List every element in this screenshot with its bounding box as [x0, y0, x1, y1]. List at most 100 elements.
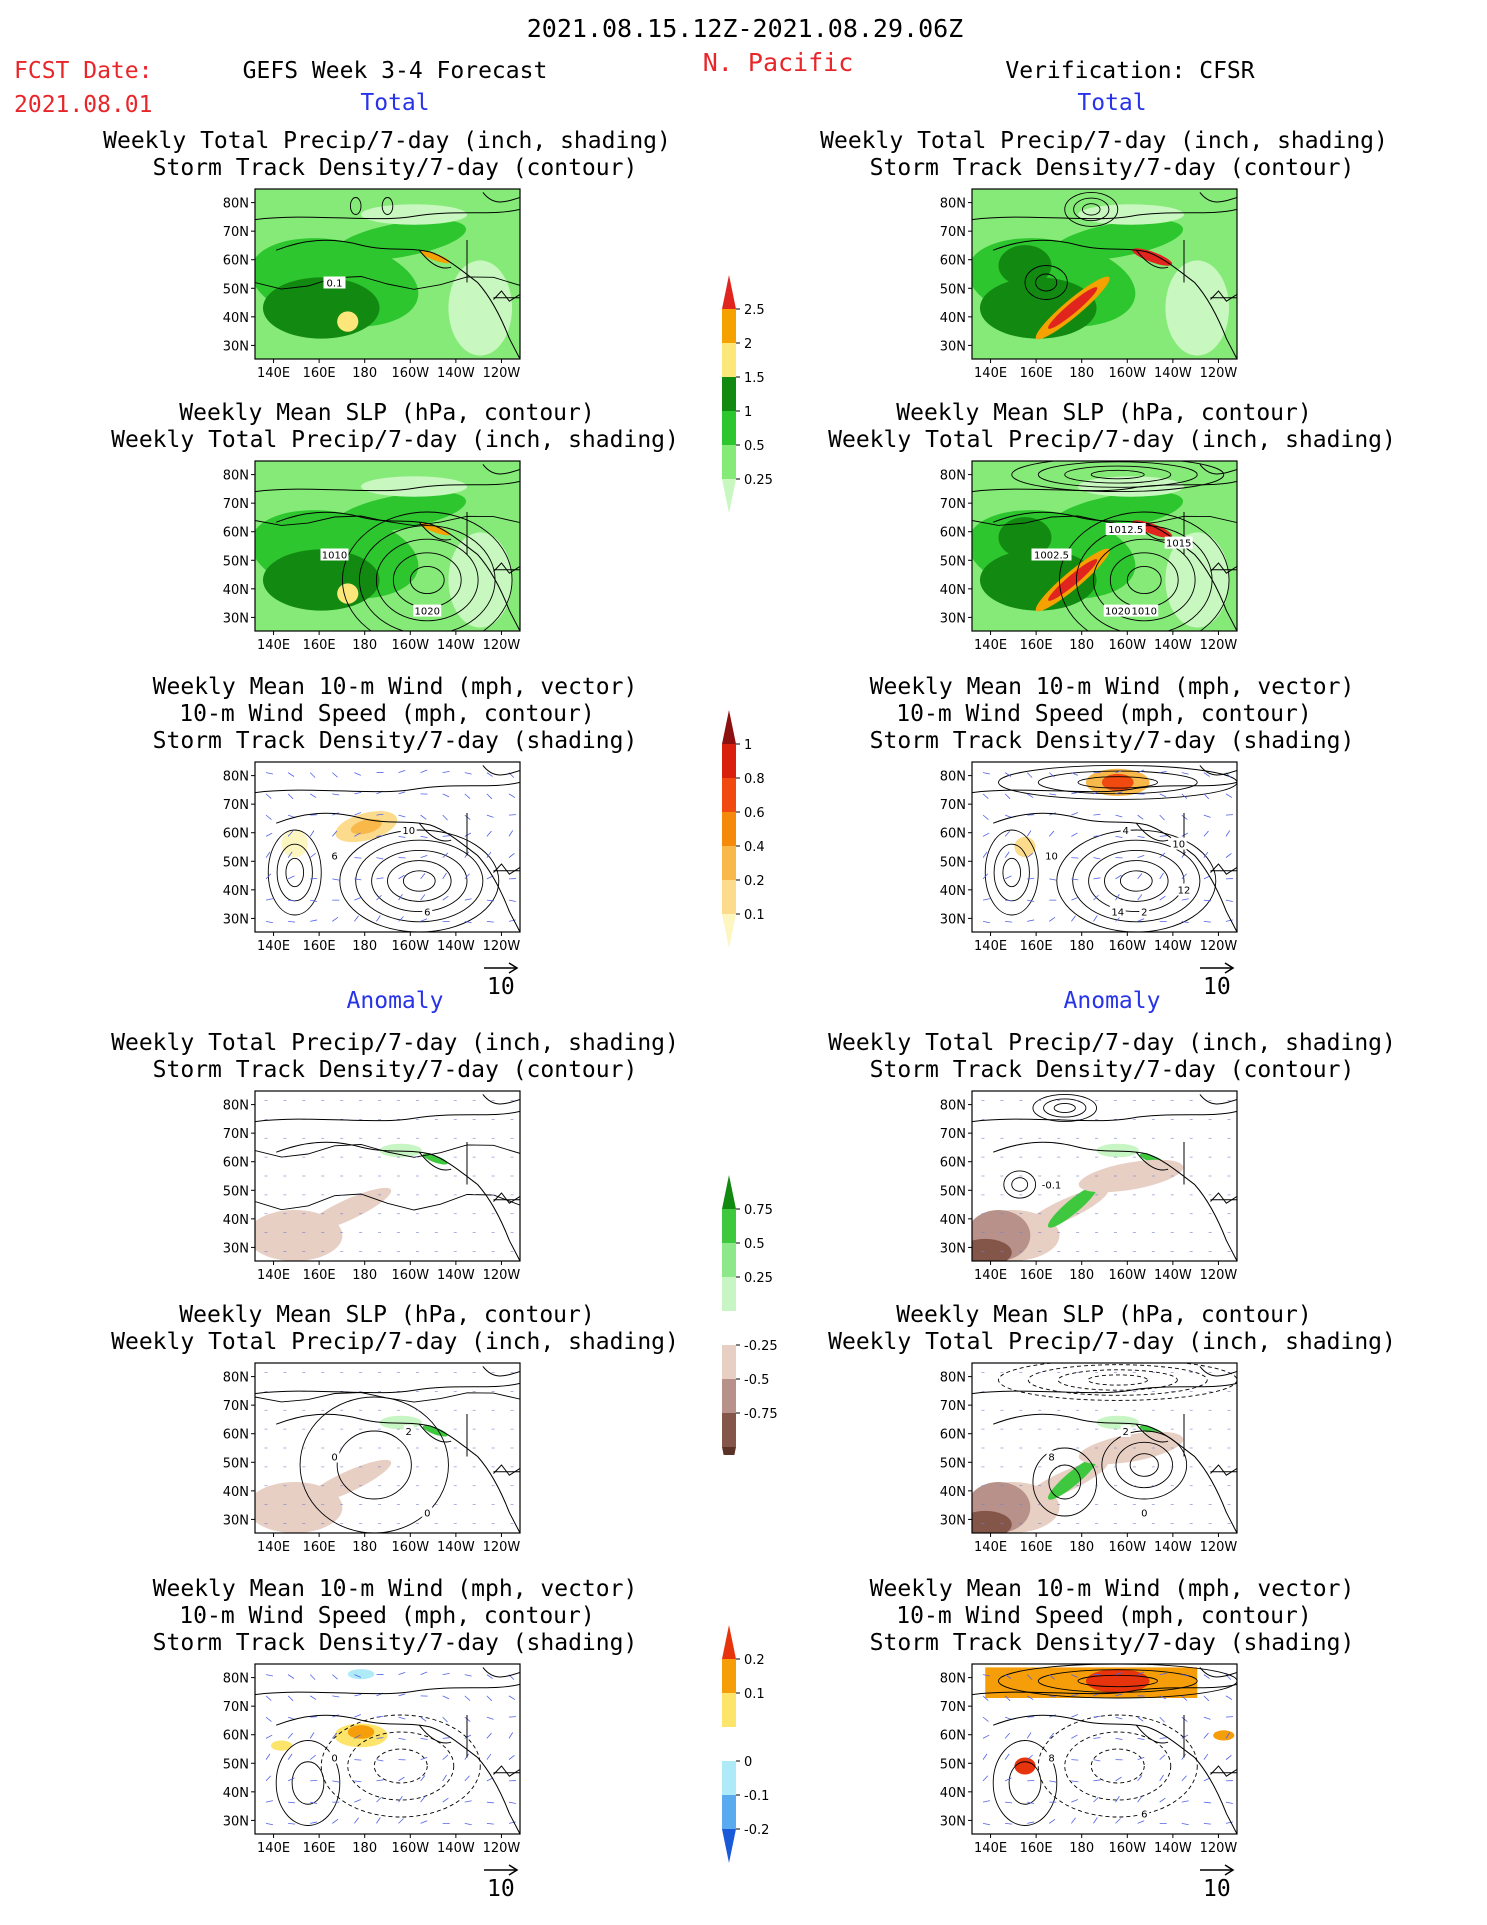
wind-vector: [354, 897, 362, 901]
map-frame: [254, 460, 521, 632]
contour-label-box: [1105, 523, 1146, 535]
map-frame: [971, 1663, 1238, 1835]
wind-vector: [332, 1674, 338, 1680]
wind-vector: [486, 1716, 494, 1720]
contour-label: 4: [1120, 824, 1131, 837]
colorbar-segment: [722, 1659, 736, 1693]
wind-vector: [508, 919, 516, 922]
contour-label-box: [1031, 548, 1072, 561]
wind-vector: [486, 920, 494, 923]
wind-vector: [1071, 1714, 1079, 1718]
wind-vector: [376, 894, 382, 901]
lon-tick-label: 160W: [1108, 939, 1146, 954]
wind-vector: [1137, 1737, 1145, 1740]
wind-vector: [309, 1674, 316, 1680]
wind-vector: [354, 1799, 362, 1803]
wind-vector: [486, 851, 492, 858]
lat-tick-label: 40N: [223, 583, 249, 598]
wind-vector: [331, 1732, 338, 1739]
coast-line: [972, 781, 1237, 794]
lat-tick-label: 50N: [223, 1456, 249, 1471]
lon-tick-label: 140W: [1154, 1841, 1192, 1856]
contour-label-text: 0.1: [327, 279, 343, 290]
shade-region: [281, 830, 308, 858]
vector-ref-label: 10: [1203, 1876, 1231, 1902]
shade-region: [337, 583, 359, 604]
coast-line: [1199, 1366, 1237, 1377]
wind-vector: [1159, 1737, 1167, 1739]
coastline: [972, 192, 1237, 359]
coast-line: [972, 1110, 1237, 1123]
lon-tick-label: 180: [1069, 939, 1094, 954]
wind-vector: [354, 1780, 362, 1783]
wind-vector: [1225, 793, 1233, 798]
wind-vector: [1026, 830, 1032, 837]
lat-tick-label: 50N: [940, 1757, 966, 1772]
contour-label-text: 0: [331, 1453, 337, 1464]
title-la2-line2: Weekly Total Precip/7-day (inch, shading…: [111, 1329, 679, 1355]
contour-line: [1126, 565, 1162, 595]
wind-vector: [1225, 1801, 1233, 1804]
contour-label-box: [1103, 604, 1132, 617]
coast-line: [418, 521, 452, 541]
wind-vector: [1159, 1797, 1166, 1803]
contour-label-text: 1020: [1105, 607, 1130, 618]
wind-vector: [1203, 1801, 1211, 1804]
shade-region: [1101, 773, 1134, 791]
map-field: 10 2 4 10 14 12: [972, 762, 1237, 932]
wind-vector: [1225, 814, 1233, 816]
contour-label-text: -0.1: [1042, 1181, 1062, 1192]
coast-line: [993, 812, 1237, 932]
coast-line: [1199, 464, 1237, 475]
colorbar-segment: [722, 1693, 736, 1727]
lon-tick-label: 160E: [1020, 1841, 1053, 1856]
title-ra3-line3: Storm Track Density/7-day (shading): [869, 1630, 1355, 1656]
title-l2-line1: Weekly Mean SLP (hPa, contour): [179, 400, 595, 426]
wind-vector: [1137, 1796, 1143, 1803]
lon-tick-label: 140E: [257, 1268, 290, 1283]
contour-line: [1027, 1364, 1208, 1396]
colorbar-tick-label: 1: [744, 405, 752, 420]
title-l3-line1: Weekly Mean 10-m Wind (mph, vector): [152, 674, 638, 700]
wind-vector: [332, 1695, 340, 1698]
wind-vector: [1225, 852, 1232, 858]
colorbar-segment: [722, 343, 736, 377]
contour-line: [1064, 191, 1119, 227]
coast-line: [1199, 765, 1237, 776]
lon-tick-label: 160W: [1108, 1268, 1146, 1283]
coast-line: [276, 239, 520, 359]
colorbar-segment: [722, 1209, 736, 1243]
lat-tick-label: 30N: [223, 1814, 249, 1829]
title-l3-line3: Storm Track Density/7-day (shading): [152, 728, 638, 754]
contour-line: [1037, 770, 1198, 795]
wind-vector: [982, 793, 989, 799]
lon-tick-label: 160E: [303, 1540, 336, 1555]
shade-region: [337, 311, 359, 332]
wind-vector: [1181, 1674, 1189, 1677]
wind-vector: [265, 832, 273, 837]
wind-vector: [1048, 1732, 1055, 1739]
coast-line: [255, 1110, 520, 1123]
contour-label: 0: [329, 1450, 340, 1464]
wind-vector: [464, 1822, 472, 1826]
wind-vector: [287, 1732, 294, 1739]
colorbar-tick-label: 0.2: [744, 874, 765, 889]
wind-vector: [376, 915, 381, 922]
map-total-wind-storm-fcst: 6 6 10 80N 70N 60N 50N 40N 30N 140E 160E 180 160W 140…: [223, 761, 521, 954]
coast-line: [972, 208, 1237, 221]
coast-line: [418, 822, 452, 842]
wind-vector: [1049, 772, 1055, 778]
contour-line: [1090, 1748, 1145, 1784]
wind-vector: [310, 899, 318, 902]
wind-vector: [1026, 793, 1034, 798]
lat-tick-label: 70N: [223, 497, 249, 512]
contour-line: [1104, 860, 1169, 902]
lat-tick-label: 30N: [940, 912, 966, 927]
contour-line: [1024, 265, 1068, 300]
wind-vector: [442, 1695, 450, 1700]
lat-tick-label: 80N: [940, 1099, 966, 1114]
lon-tick-label: 160W: [391, 1540, 429, 1555]
wind-vector: [1203, 1732, 1209, 1739]
contour-label-box: [413, 604, 442, 617]
contour-label-text: 10: [1045, 852, 1058, 863]
